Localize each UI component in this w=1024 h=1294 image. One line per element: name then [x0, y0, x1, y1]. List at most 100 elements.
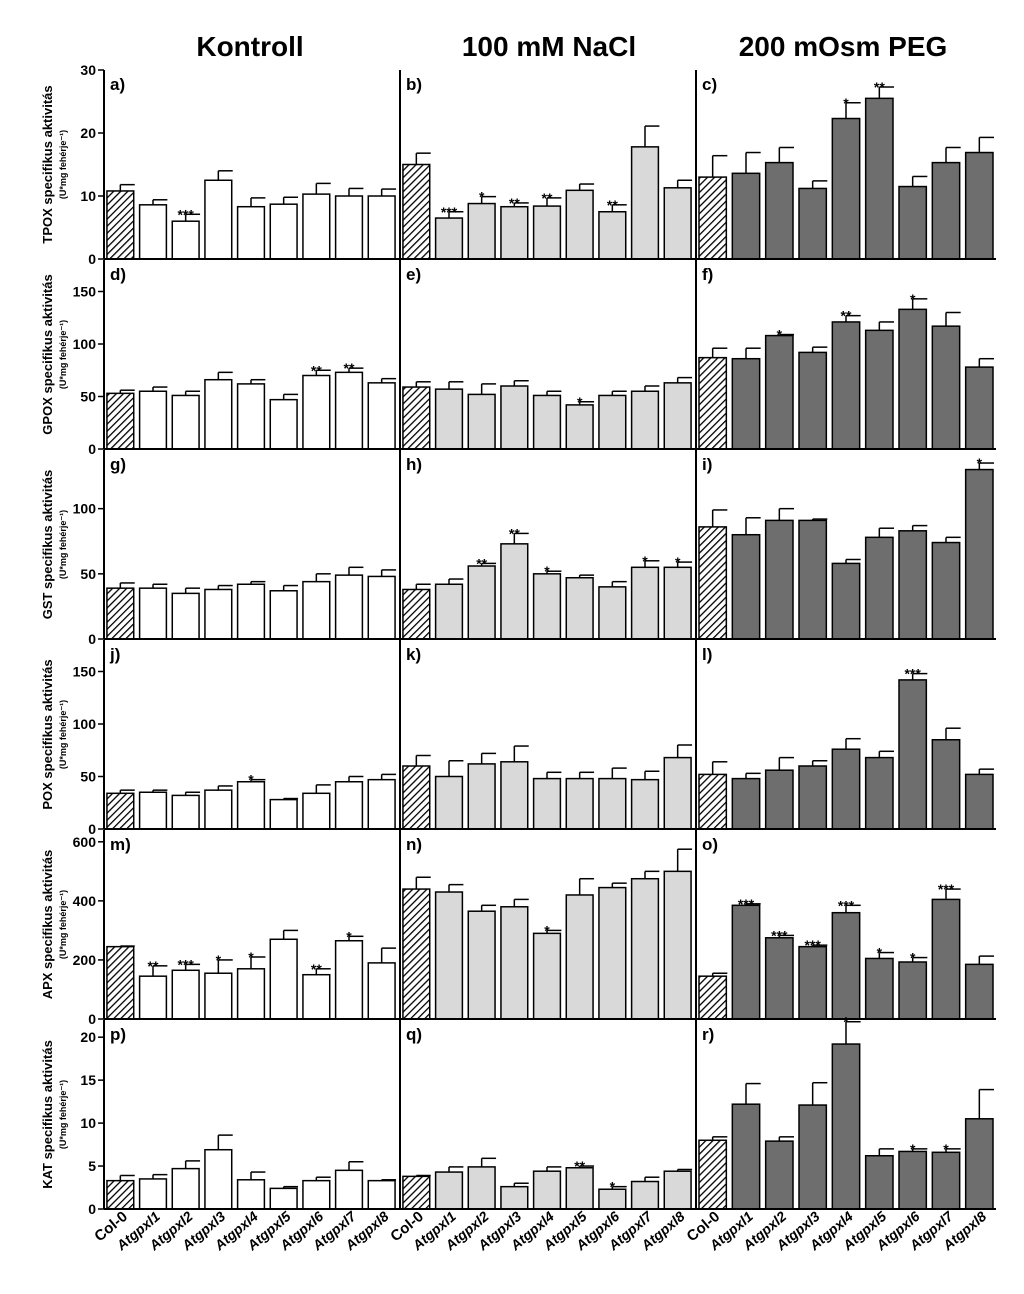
chart-row-tpox: TPOX specifikus aktivitás (U*mg fehérje⁻¹… [40, 62, 996, 267]
significance-mark: ** [311, 961, 322, 977]
significance-mark: * [910, 291, 916, 307]
significance-mark: * [675, 554, 681, 570]
y-tick-label: 10 [80, 1115, 96, 1131]
bar-atgpxl6 [898, 308, 928, 450]
bar-atgpxl5 [269, 398, 298, 450]
bar-atgpxl6 [598, 394, 627, 450]
bar-atgpxl2 [171, 794, 200, 830]
bar-atgpxl7 [334, 781, 364, 830]
bar-atgpxl5 [269, 1187, 298, 1210]
bar-atgpxl8 [964, 366, 994, 450]
bar-atgpxl1 [138, 1178, 168, 1210]
bar-atgpxl8 [367, 1179, 396, 1210]
bar-atgpxl2 [764, 519, 794, 640]
y-tick-label: 20 [80, 125, 96, 141]
bar-atgpxl4 [236, 205, 266, 260]
bar-atgpxl6 [598, 777, 627, 830]
bar-atgpxl6 [598, 586, 627, 640]
bar-atgpxl7 [931, 1151, 961, 1210]
significance-mark: * [910, 950, 916, 966]
bar-atgpxl4 [236, 781, 266, 830]
bar-atgpxl7 [931, 898, 961, 1020]
bar-atgpxl8 [663, 870, 692, 1020]
significance-mark: *** [804, 937, 821, 953]
bar-col-0 [698, 1139, 728, 1210]
y-tick-label: 0 [88, 251, 96, 267]
bar-atgpxl2 [764, 937, 794, 1020]
bar-atgpxl1 [434, 217, 464, 260]
bar-atgpxl4 [236, 383, 266, 450]
column-title-nacl: 100 mM NaCl [462, 31, 636, 62]
panel-label: k) [406, 645, 421, 664]
bar-col-0 [106, 392, 135, 450]
bar-atgpxl8 [367, 575, 396, 640]
bar-atgpxl5 [565, 404, 594, 450]
panel-label: l) [702, 645, 712, 664]
bar-atgpxl8 [964, 1118, 994, 1210]
bar-atgpxl1 [434, 388, 464, 450]
bar-atgpxl2 [467, 1166, 496, 1210]
bar-atgpxl8 [367, 962, 396, 1020]
panel-label: n) [406, 835, 422, 854]
bar-atgpxl1 [731, 777, 761, 830]
y-tick-label: 20 [80, 1029, 96, 1045]
bar-atgpxl7 [630, 778, 660, 830]
bar-atgpxl4 [831, 911, 861, 1020]
y-tick-label: 0 [88, 821, 96, 837]
significance-mark: * [479, 189, 485, 205]
bar-atgpxl5 [864, 536, 894, 640]
column-title-peg: 200 mOsm PEG [739, 31, 948, 62]
bar-atgpxl8 [964, 963, 994, 1020]
bar-atgpxl7 [931, 161, 961, 260]
bar-atgpxl8 [367, 778, 396, 830]
bar-atgpxl8 [964, 773, 994, 830]
bar-atgpxl1 [434, 891, 464, 1020]
significance-mark: ** [574, 1158, 585, 1174]
significance-mark: * [877, 945, 883, 961]
bar-atgpxl3 [204, 588, 233, 640]
bar-atgpxl4 [236, 583, 266, 640]
bar-atgpxl2 [171, 1167, 200, 1210]
bar-atgpxl6 [898, 961, 928, 1020]
significance-mark: * [910, 1141, 916, 1157]
bar-atgpxl6 [898, 679, 928, 830]
y-tick-label: 0 [88, 1011, 96, 1027]
significance-mark: *** [441, 204, 458, 220]
panel-label: o) [702, 835, 718, 854]
bar-col-0 [698, 975, 728, 1020]
y-tick-label: 100 [73, 716, 97, 732]
bar-atgpxl2 [171, 969, 200, 1020]
bar-atgpxl7 [334, 939, 364, 1020]
bar-atgpxl6 [598, 886, 627, 1020]
bar-atgpxl1 [138, 390, 168, 450]
panel-j: j) * [103, 640, 397, 830]
bar-atgpxl8 [663, 566, 692, 640]
bar-atgpxl5 [565, 189, 594, 260]
bar-atgpxl6 [598, 211, 627, 260]
bar-atgpxl8 [964, 151, 994, 260]
significance-mark: ** [874, 79, 885, 95]
bar-atgpxl4 [831, 748, 861, 830]
bar-atgpxl7 [931, 541, 961, 640]
significance-mark: * [843, 1014, 849, 1030]
bar-atgpxl2 [467, 202, 496, 260]
significance-mark: * [248, 949, 254, 965]
bar-atgpxl3 [798, 945, 828, 1020]
bar-atgpxl3 [798, 765, 828, 830]
y-tick-label: 200 [73, 952, 97, 968]
chart-row-gst: GST specifikus aktivitás (U*mg fehérje⁻¹)… [40, 450, 996, 647]
significance-mark: ** [311, 362, 322, 378]
bar-atgpxl7 [334, 1169, 364, 1210]
bar-atgpxl2 [764, 1140, 794, 1210]
panel-p: p) [103, 1020, 397, 1210]
significance-mark: * [544, 563, 550, 579]
panel-label: e) [406, 265, 421, 284]
bar-atgpxl1 [138, 204, 168, 260]
bar-atgpxl1 [434, 583, 464, 640]
bar-atgpxl7 [630, 1180, 660, 1210]
bar-atgpxl3 [798, 187, 828, 260]
panel-label: d) [110, 265, 126, 284]
chart-row-pox: POX specifikus aktivitás (U*mg fehérje⁻¹)… [40, 640, 996, 837]
bar-atgpxl2 [171, 220, 200, 260]
